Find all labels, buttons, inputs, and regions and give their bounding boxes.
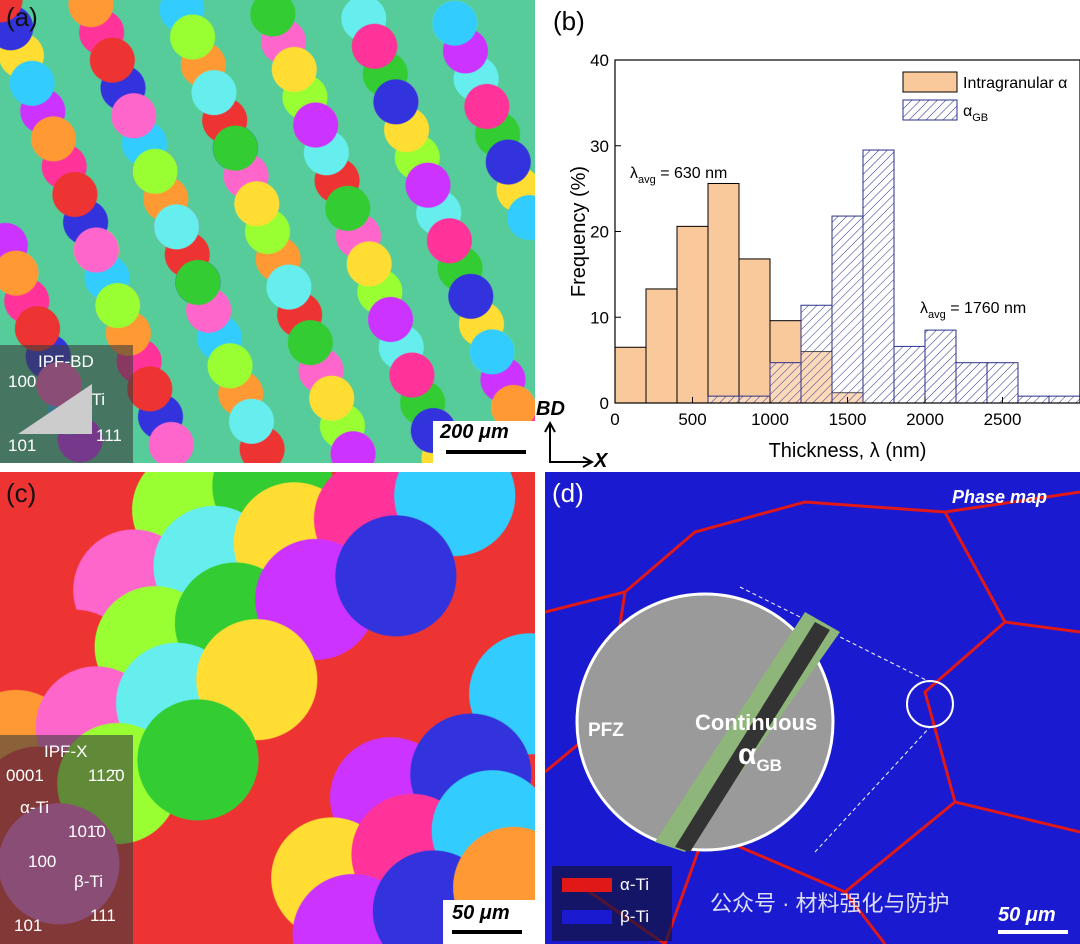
watermark: 公众号 · 材料强化与防护	[710, 891, 950, 916]
y-tick-label: 30	[590, 137, 609, 156]
panel-label: (b)	[553, 6, 585, 36]
legend-swatch	[562, 878, 612, 892]
corner: 111	[90, 906, 116, 925]
bar	[1017, 395, 1050, 404]
legend-text: α-Ti	[620, 875, 650, 894]
annotation-symbol: λ	[920, 300, 928, 317]
scale-box	[443, 900, 535, 944]
x-tick-label: 1000	[751, 410, 789, 429]
corner: 101̄0	[68, 822, 106, 841]
boundaries	[545, 490, 1080, 944]
legend-text: β-Ti	[620, 907, 649, 926]
axis-note: BD	[536, 398, 565, 420]
ipf-triangle	[18, 384, 92, 434]
legend-text: αGB	[963, 103, 988, 124]
legend-swatch	[902, 99, 958, 121]
annotation-text: = 1760 nm	[946, 300, 1027, 317]
bar	[955, 362, 988, 404]
legend-box	[0, 735, 133, 944]
scale-text: 200 μm	[440, 421, 509, 443]
bar	[1048, 395, 1080, 404]
panel-label: (d)	[552, 478, 584, 508]
legend-text: Intragranular α	[963, 75, 1067, 92]
axis-note: X	[594, 450, 608, 472]
corner: 100	[28, 852, 57, 871]
bar	[800, 304, 833, 404]
scale-text: 50 μm	[452, 902, 510, 924]
x-tick-label: 0	[610, 410, 619, 429]
x-tick-label: 500	[678, 410, 706, 429]
bar	[986, 362, 1019, 404]
bar	[707, 395, 740, 404]
panel-label: (a)	[6, 2, 38, 32]
bar	[862, 149, 895, 404]
legend-name: α	[963, 103, 972, 120]
axes-arrows	[544, 420, 595, 468]
bar	[893, 345, 926, 404]
histogram: (b) 0 10 20 30 40 0 500 1000 1500 2000 2500 Thickne…	[553, 6, 1080, 462]
legend-swatch	[902, 71, 958, 93]
scale-bar	[446, 450, 526, 454]
bar	[676, 225, 709, 404]
annotation-sub: avg	[928, 309, 946, 321]
annotation-symbol: λ	[630, 165, 638, 182]
panel-label: (c)	[6, 478, 37, 508]
corner: 111	[96, 426, 122, 445]
y-tick-label: 40	[590, 51, 609, 70]
bar	[831, 215, 864, 404]
annotation-sub: avg	[638, 174, 656, 186]
legend-title: IPF-BD	[38, 352, 94, 371]
legend-title: IPF-X	[44, 742, 88, 761]
phase: α-Ti	[20, 798, 50, 817]
y-tick-label: 10	[590, 308, 609, 327]
y-axis-label: Frequency (%)	[568, 166, 590, 297]
bar	[645, 288, 678, 404]
bar	[738, 395, 771, 404]
y-tick-label: 0	[600, 394, 609, 413]
scale-text: 50 μm	[998, 904, 1056, 926]
scale-bar	[998, 930, 1068, 934]
annotation: λavg = 630 nm	[630, 165, 727, 186]
annotation-text: = 630 nm	[656, 165, 728, 182]
x-tick-label: 2500	[984, 410, 1022, 429]
scale-box	[433, 421, 535, 463]
phase-map	[545, 472, 1080, 944]
corner: 101	[14, 916, 43, 935]
label-continuous: Continuous	[695, 710, 818, 735]
label-agb-sub: GB	[756, 756, 782, 775]
bar	[924, 329, 957, 404]
corner: 0001	[6, 766, 44, 785]
annotation: λavg = 1760 nm	[920, 300, 1026, 321]
y-tick-label: 20	[590, 223, 609, 242]
legend-swatch	[562, 910, 612, 924]
bar	[707, 182, 740, 404]
map-title: Phase map	[952, 487, 1048, 507]
scale-bar	[452, 930, 522, 934]
bar	[738, 258, 771, 404]
label-pfz: PFZ	[588, 720, 624, 741]
bar	[769, 362, 802, 404]
legend-name: Intragranular α	[963, 75, 1067, 92]
x-axis-label: Thickness, λ (nm)	[769, 440, 927, 462]
phase: β-Ti	[74, 872, 103, 891]
corner: 112̄0	[88, 766, 125, 785]
x-tick-label: 1500	[829, 410, 867, 429]
label-agb: α	[738, 738, 757, 771]
x-tick-label: 2000	[906, 410, 944, 429]
bar	[614, 346, 647, 404]
corner: 101	[8, 436, 37, 455]
legend-sub: GB	[972, 112, 988, 124]
